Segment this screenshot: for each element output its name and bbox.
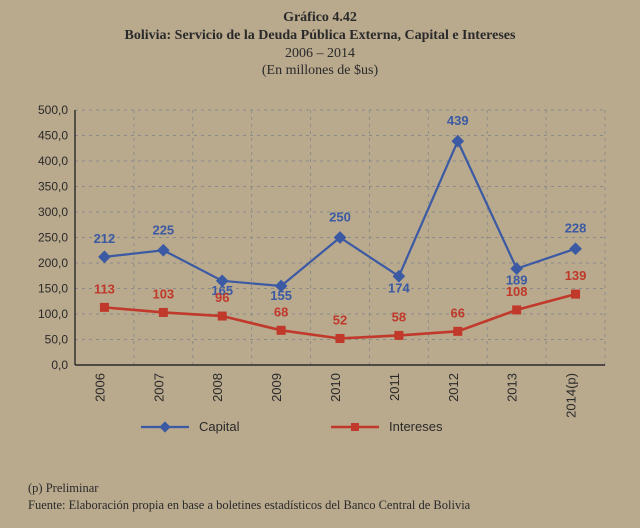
data-label: 113 xyxy=(94,281,115,296)
y-tick-label: 350,0 xyxy=(38,180,68,194)
data-label: 108 xyxy=(506,284,528,299)
y-tick-label: 100,0 xyxy=(38,307,68,321)
y-tick-label: 200,0 xyxy=(38,256,68,270)
marker-diamond xyxy=(452,135,463,146)
x-tick-label: 2009 xyxy=(269,373,284,402)
data-label: 439 xyxy=(447,113,469,128)
marker-diamond xyxy=(99,251,110,262)
marker-square xyxy=(218,312,226,320)
x-tick-label: 2012 xyxy=(446,373,461,402)
y-tick-label: 0,0 xyxy=(51,358,68,372)
data-label: 96 xyxy=(215,290,229,305)
data-label: 228 xyxy=(565,221,587,236)
y-tick-label: 300,0 xyxy=(38,205,68,219)
x-tick-label: 2008 xyxy=(210,373,225,402)
chart-period: 2006 – 2014 xyxy=(0,46,640,62)
x-tick-label: 2014(p) xyxy=(564,373,579,418)
data-label: 52 xyxy=(333,312,347,327)
data-label: 250 xyxy=(329,210,351,225)
y-tick-label: 400,0 xyxy=(38,154,68,168)
chart-title: Bolivia: Servicio de la Deuda Pública Ex… xyxy=(0,28,640,44)
marker-square xyxy=(277,326,285,334)
y-tick-label: 250,0 xyxy=(38,231,68,245)
marker-square xyxy=(159,308,167,316)
data-label: 155 xyxy=(270,288,292,303)
line-chart: 0,0 50,0 100,0 150,0 200,0 250,0 300,0 350,0 400… xyxy=(20,100,620,450)
marker-square xyxy=(513,306,521,314)
marker-square xyxy=(572,290,580,298)
data-label: 66 xyxy=(451,305,465,320)
y-tick-label: 500,0 xyxy=(38,103,68,117)
x-tick-label: 2010 xyxy=(328,373,343,402)
x-tick-label: 2007 xyxy=(151,373,166,402)
marker-diamond xyxy=(158,245,169,256)
legend-marker xyxy=(351,423,359,431)
data-label: 139 xyxy=(565,268,587,283)
y-tick-label: 150,0 xyxy=(38,282,68,296)
marker-diamond xyxy=(570,243,581,254)
x-tick-label: 2011 xyxy=(387,373,402,401)
marker-square xyxy=(395,331,403,339)
marker-square xyxy=(100,303,108,311)
y-tick-label: 50,0 xyxy=(45,333,69,347)
y-tick-label: 450,0 xyxy=(38,129,68,143)
chart-title-block: Gráfico 4.42 Bolivia: Servicio de la Deu… xyxy=(0,10,640,79)
legend-marker xyxy=(159,421,170,432)
footnote-preliminar: (p) Preliminar xyxy=(28,480,470,497)
chart-number: Gráfico 4.42 xyxy=(0,10,640,26)
chart-footer: (p) Preliminar Fuente: Elaboración propi… xyxy=(28,480,470,514)
data-label: 174 xyxy=(388,280,410,295)
marker-square xyxy=(454,327,462,335)
legend-label: Intereses xyxy=(389,419,443,434)
data-label: 103 xyxy=(152,286,174,301)
x-tick-label: 2006 xyxy=(92,373,107,402)
data-label: 68 xyxy=(274,304,288,319)
data-label: 212 xyxy=(94,231,116,246)
legend-label: Capital xyxy=(199,419,240,434)
chart-unit: (En millones de $us) xyxy=(0,63,640,79)
footnote-source: Fuente: Elaboración propia en base a bol… xyxy=(28,497,470,514)
marker-square xyxy=(336,334,344,342)
data-label: 225 xyxy=(152,222,174,237)
data-label: 58 xyxy=(392,309,406,324)
x-tick-label: 2013 xyxy=(505,373,520,402)
